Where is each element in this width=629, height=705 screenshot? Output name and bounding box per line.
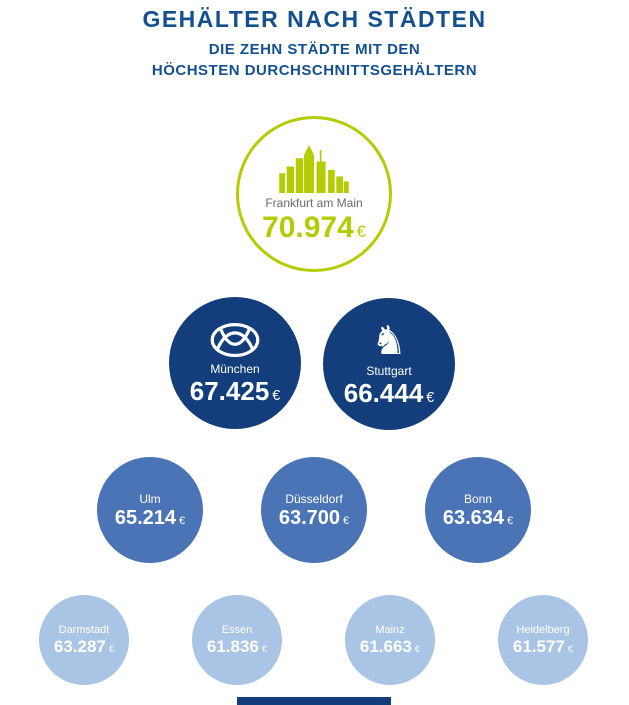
- city-bubble-mainz: Mainz 61.663 €: [345, 595, 435, 685]
- city-salary: 65.214 €: [114, 506, 186, 529]
- subtitle-line-1: DIE ZEHN STÄDTE MIT DEN: [208, 41, 421, 58]
- city-bubble-essen: Essen 61.836 €: [192, 595, 282, 685]
- page-title: GEHÄLTER NACH STÄDTEN: [142, 6, 487, 32]
- city-salary: 61.663 €: [360, 638, 420, 656]
- city-bubble-bonn: Bonn 63.634 €: [425, 457, 531, 563]
- city-bubble-stuttgart: ♞ Stuttgart 66.444 €: [323, 298, 455, 430]
- currency-symbol: €: [261, 644, 268, 655]
- city-name: Bonn: [463, 491, 493, 506]
- city-name: Heidelberg: [516, 624, 570, 637]
- salary-amount: 61.577: [512, 637, 565, 657]
- footer-bar: [237, 697, 391, 705]
- city-name: Essen: [221, 624, 253, 637]
- city-salary: 63.700 €: [278, 506, 350, 529]
- city-salary: 67.425 €: [189, 375, 281, 406]
- salary-amount: 66.444: [343, 377, 424, 408]
- horse-icon: ♞: [371, 317, 407, 364]
- city-name: Ulm: [139, 491, 161, 506]
- salary-amount: 61.836: [206, 637, 259, 657]
- city-bubble-heidelberg: Heidelberg 61.577 €: [498, 595, 588, 685]
- city-salary: 61.836 €: [207, 638, 267, 656]
- city-bubble-muenchen: München 67.425 €: [169, 297, 301, 429]
- salary-amount: 63.700: [278, 506, 341, 529]
- city-name: Düsseldorf: [285, 491, 343, 506]
- salary-amount: 65.214: [114, 506, 177, 529]
- city-salary: 63.634 €: [442, 506, 514, 529]
- city-bubble-frankfurt-am-main: Frankfurt am Main 70.974 €: [236, 116, 392, 272]
- city-salary: 61.577 €: [513, 638, 573, 656]
- city-bubble-ulm: Ulm 65.214 €: [97, 457, 203, 563]
- salary-amount: 61.663: [359, 637, 412, 657]
- currency-symbol: €: [414, 644, 421, 655]
- pretzel-icon: [209, 321, 261, 359]
- city-name: Mainz: [375, 624, 405, 637]
- currency-symbol: €: [108, 644, 115, 655]
- salary-amount: 63.634: [442, 506, 505, 529]
- salary-amount: 67.425: [189, 375, 270, 406]
- subtitle-line-2: HÖCHSTEN DURCHSCHNITTSGEHÄLTERN: [151, 62, 478, 79]
- currency-symbol: €: [507, 514, 514, 527]
- city-name: Stuttgart: [366, 363, 412, 378]
- city-salary: 63.287 €: [54, 638, 114, 656]
- currency-symbol: €: [343, 514, 350, 527]
- salary-amount: 63.287: [53, 637, 106, 657]
- page-subtitle: DIE ZEHN STÄDTE MIT DEN HÖCHSTEN DURCHSC…: [0, 39, 629, 81]
- currency-symbol: €: [567, 644, 574, 655]
- city-name: Darmstadt: [58, 624, 110, 637]
- city-bubble-duesseldorf: Düsseldorf 63.700 €: [261, 457, 367, 563]
- city-name: München: [210, 361, 260, 376]
- city-salary: 66.444 €: [343, 377, 435, 408]
- city-bubble-darmstadt: Darmstadt 63.287 €: [39, 595, 129, 685]
- currency-symbol: €: [179, 514, 186, 527]
- currency-symbol: €: [272, 387, 281, 404]
- city-salary: 70.974 €: [262, 212, 366, 244]
- salary-amount: 70.974: [262, 210, 354, 244]
- frankfurt-skyline-icon: [278, 144, 350, 193]
- city-name: Frankfurt am Main: [265, 195, 363, 210]
- currency-symbol: €: [426, 389, 435, 406]
- currency-symbol: €: [356, 222, 366, 241]
